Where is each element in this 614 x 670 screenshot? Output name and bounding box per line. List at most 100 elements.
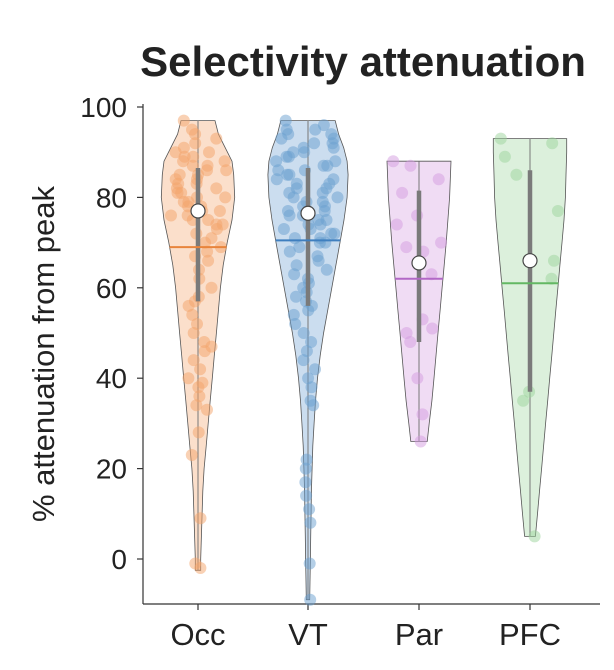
data-point (309, 123, 322, 136)
data-point (189, 137, 202, 150)
data-point (198, 345, 211, 358)
data-point (299, 462, 312, 475)
data-point (414, 435, 427, 448)
data-point (189, 128, 202, 141)
y-tick-label: 80 (96, 182, 127, 213)
data-point (194, 363, 207, 376)
data-point (416, 408, 429, 421)
data-point (396, 186, 409, 199)
data-point (320, 263, 333, 276)
data-point (404, 159, 417, 172)
data-point (319, 236, 332, 249)
data-point (293, 241, 306, 254)
data-point (187, 327, 200, 339)
data-point (202, 254, 215, 267)
data-point (290, 259, 303, 272)
data-point (220, 164, 233, 177)
data-point (283, 209, 296, 222)
data-point (432, 173, 445, 186)
data-point (270, 155, 283, 168)
data-point (304, 516, 317, 529)
median-marker-occ (190, 203, 206, 219)
data-point (404, 336, 417, 348)
median-marker-vt (300, 205, 316, 221)
data-point (199, 236, 211, 249)
data-point (283, 245, 296, 258)
data-point (517, 394, 530, 407)
data-point (297, 327, 310, 339)
data-point (186, 308, 199, 321)
data-point (318, 205, 331, 217)
data-point (194, 512, 207, 525)
data-point (201, 245, 214, 258)
data-point (272, 164, 285, 177)
category-label-pfc: PFC (499, 617, 561, 652)
data-point (182, 299, 195, 312)
data-point (177, 114, 190, 127)
data-point (192, 381, 205, 394)
data-point (304, 593, 317, 606)
data-point (316, 186, 329, 199)
data-point (545, 272, 558, 285)
category-label-vt: VT (288, 617, 328, 652)
data-point (190, 399, 203, 412)
data-point (425, 268, 438, 281)
data-point (321, 159, 334, 172)
data-point (387, 155, 400, 168)
data-point (305, 336, 318, 348)
data-point (210, 223, 223, 235)
data-point (308, 137, 321, 150)
data-point (303, 557, 316, 570)
data-point (288, 268, 301, 281)
y-axis-label: % attenuation from peak (26, 185, 61, 522)
data-point (305, 381, 318, 394)
data-point (300, 489, 313, 502)
category-label-occ: Occ (170, 617, 225, 652)
data-point (546, 137, 559, 150)
data-point (280, 150, 293, 163)
data-point (281, 168, 294, 181)
y-tick-label: 0 (111, 544, 127, 575)
data-point (210, 132, 223, 145)
data-point (287, 308, 300, 321)
data-point (192, 426, 205, 439)
data-point (289, 318, 302, 330)
data-point (498, 150, 511, 163)
data-point (548, 254, 560, 267)
data-point (203, 146, 215, 159)
data-point (312, 254, 325, 267)
data-point (297, 354, 310, 367)
data-point (277, 223, 290, 235)
data-point (169, 146, 182, 159)
data-point (187, 150, 200, 163)
data-point (303, 503, 316, 516)
data-point (551, 205, 564, 217)
plot-area: 0 20 40 60 80 100 Occ VT Par PFC (80, 92, 600, 652)
data-point (290, 290, 302, 303)
data-point (331, 191, 344, 204)
data-point (510, 168, 523, 181)
data-point (528, 530, 541, 543)
data-point (210, 182, 223, 195)
y-tick-label: 100 (80, 92, 127, 123)
y-tick-label: 60 (96, 273, 127, 304)
data-point (300, 345, 313, 358)
data-point (299, 476, 312, 489)
data-point (175, 186, 188, 199)
data-point (298, 146, 311, 159)
data-point (300, 453, 313, 466)
median-marker-par (411, 255, 427, 271)
data-point (205, 281, 218, 294)
data-point (302, 304, 315, 317)
data-point (309, 363, 321, 376)
data-point (219, 191, 232, 204)
data-point (307, 399, 320, 412)
data-point (165, 209, 177, 222)
data-point (390, 218, 403, 231)
data-point (275, 132, 288, 145)
data-point (327, 141, 340, 154)
data-point (325, 227, 338, 240)
data-point (201, 403, 213, 416)
data-point (191, 318, 203, 330)
